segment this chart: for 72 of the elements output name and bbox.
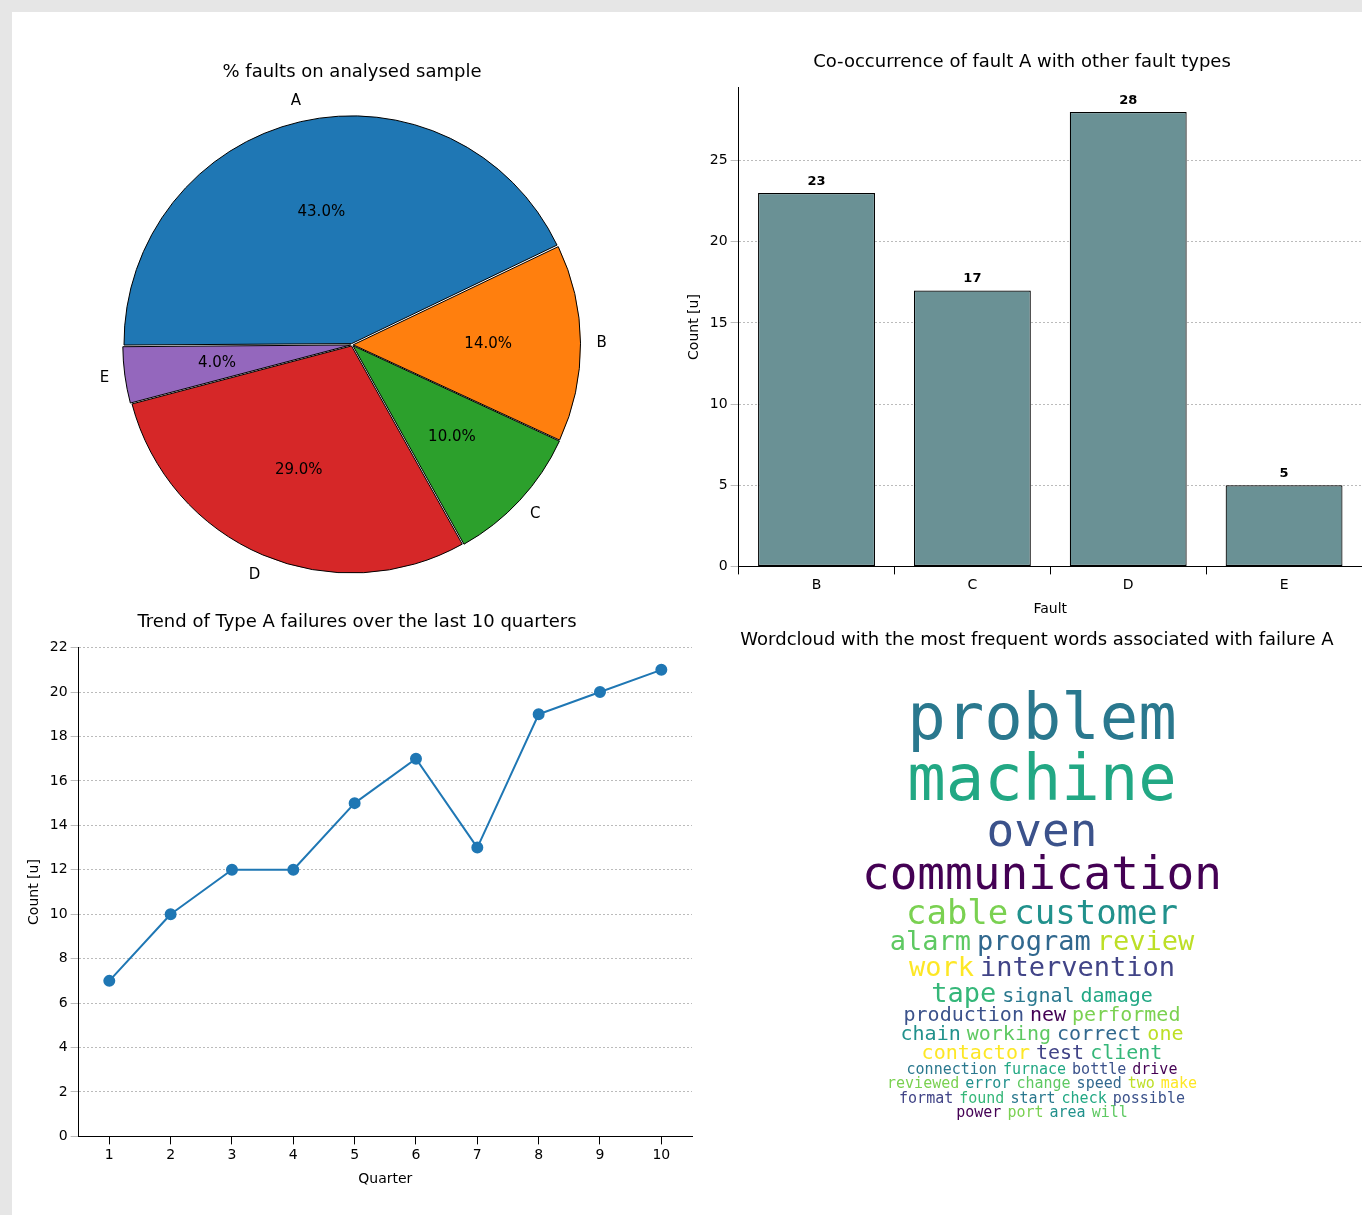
slice-label: B bbox=[596, 332, 607, 351]
point bbox=[655, 663, 668, 676]
x-tick-label: B bbox=[811, 576, 822, 593]
x-tick-label: 4 bbox=[288, 1146, 298, 1163]
y-tick-label: 15 bbox=[709, 313, 728, 330]
point bbox=[164, 908, 177, 921]
point bbox=[225, 863, 238, 876]
y-tick-label: 2 bbox=[58, 1082, 68, 1099]
point bbox=[593, 686, 606, 699]
data-label: 4.0% bbox=[197, 352, 237, 371]
text: signal bbox=[1002, 982, 1075, 1007]
y-tick-label: 25 bbox=[709, 151, 728, 168]
y-tick-label: 10 bbox=[49, 904, 68, 921]
x-tick-label: 1 bbox=[104, 1146, 114, 1163]
x-tick-label: C bbox=[967, 576, 978, 593]
slice-label: C bbox=[529, 504, 541, 523]
text: one bbox=[1147, 1021, 1184, 1046]
point bbox=[103, 974, 116, 987]
chart-title: Co-occurrence of fault A with other fault types bbox=[813, 50, 1231, 72]
data-label: 17 bbox=[963, 270, 982, 286]
y-tick-label: 14 bbox=[49, 815, 68, 832]
slice-label: A bbox=[290, 91, 302, 110]
x-tick-label: E bbox=[1279, 576, 1289, 593]
point bbox=[348, 797, 361, 810]
data-label: 29.0% bbox=[274, 460, 323, 479]
x-tick-label: 10 bbox=[652, 1146, 671, 1163]
y-tick-label: 6 bbox=[58, 993, 68, 1010]
x-tick-label: 5 bbox=[350, 1146, 360, 1163]
x-tick-label: 7 bbox=[472, 1146, 482, 1163]
y-tick-label: 8 bbox=[58, 949, 68, 966]
x-tick-label: 8 bbox=[534, 1146, 544, 1163]
y-axis-title: Count [u] bbox=[685, 294, 702, 360]
y-tick-label: 18 bbox=[49, 727, 68, 744]
point bbox=[532, 708, 545, 721]
y-tick-label: 22 bbox=[49, 638, 68, 655]
y-tick-label: 10 bbox=[709, 394, 728, 411]
x-tick-label: D bbox=[1122, 576, 1134, 593]
y-tick-label: 5 bbox=[718, 475, 728, 492]
y-tick-label: 16 bbox=[49, 771, 68, 788]
y-tick-label: 20 bbox=[49, 682, 68, 699]
x-axis-title: Quarter bbox=[358, 1170, 413, 1187]
text: area bbox=[1049, 1102, 1086, 1121]
data-label: 23 bbox=[807, 172, 826, 188]
x-tick-label: 2 bbox=[166, 1146, 176, 1163]
chart-title: Trend of Type A failures over the last 10 quarters bbox=[136, 610, 577, 632]
x-tick-label: 6 bbox=[411, 1146, 421, 1163]
y-tick-label: 4 bbox=[58, 1038, 68, 1055]
point bbox=[409, 752, 422, 765]
y-tick-label: 0 bbox=[58, 1127, 68, 1144]
text: Wordcloud with the most frequent words associated with failure A bbox=[740, 628, 1334, 649]
point bbox=[287, 863, 300, 876]
data-label: 14.0% bbox=[464, 333, 513, 352]
data-label: 43.0% bbox=[297, 201, 346, 220]
point bbox=[471, 841, 484, 854]
text: damage bbox=[1080, 982, 1153, 1007]
data-label: 28 bbox=[1119, 91, 1138, 107]
text: format bbox=[899, 1088, 954, 1107]
x-axis-title: Fault bbox=[1033, 600, 1068, 617]
x-tick-label: 9 bbox=[595, 1146, 605, 1163]
text: change bbox=[1016, 1074, 1071, 1093]
x-tick-label: 3 bbox=[227, 1146, 237, 1163]
data-label: 10.0% bbox=[428, 427, 476, 446]
data-label: 5 bbox=[1279, 465, 1289, 481]
text: drive bbox=[1132, 1060, 1178, 1079]
text: review bbox=[1096, 925, 1195, 957]
y-tick-label: 20 bbox=[709, 232, 728, 249]
y-tick-label: 12 bbox=[49, 860, 68, 877]
chart-title: % faults on analysed sample bbox=[222, 60, 482, 82]
y-tick-label: 0 bbox=[718, 557, 728, 574]
slice-label: E bbox=[99, 367, 110, 386]
y-axis-title: Count [u] bbox=[25, 859, 42, 925]
text: port bbox=[1007, 1102, 1044, 1121]
